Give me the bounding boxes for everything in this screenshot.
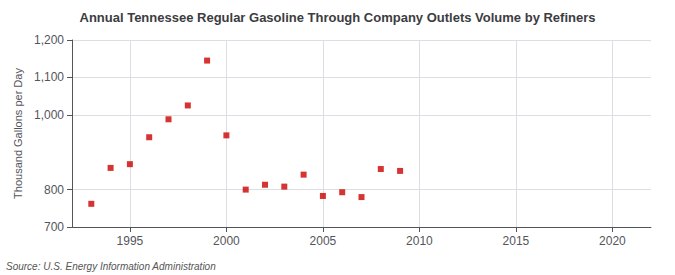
svg-text:Annual Tennessee Regular Gasol: Annual Tennessee Regular Gasoline Throug… [79,10,595,25]
svg-text:1,000: 1,000 [34,108,64,122]
svg-text:800: 800 [44,183,64,197]
svg-text:1,200: 1,200 [34,33,64,47]
svg-text:2000: 2000 [213,234,240,248]
svg-text:Source: U.S. Energy Informatio: Source: U.S. Energy Information Administ… [6,261,216,272]
svg-text:Thousand Gallons per Day: Thousand Gallons per Day [12,68,24,199]
svg-text:700: 700 [44,220,64,234]
svg-text:2020: 2020 [599,234,626,248]
svg-text:2015: 2015 [503,234,530,248]
svg-text:2005: 2005 [310,234,337,248]
svg-text:1,100: 1,100 [34,70,64,84]
svg-text:1995: 1995 [117,234,144,248]
svg-text:2010: 2010 [406,234,433,248]
